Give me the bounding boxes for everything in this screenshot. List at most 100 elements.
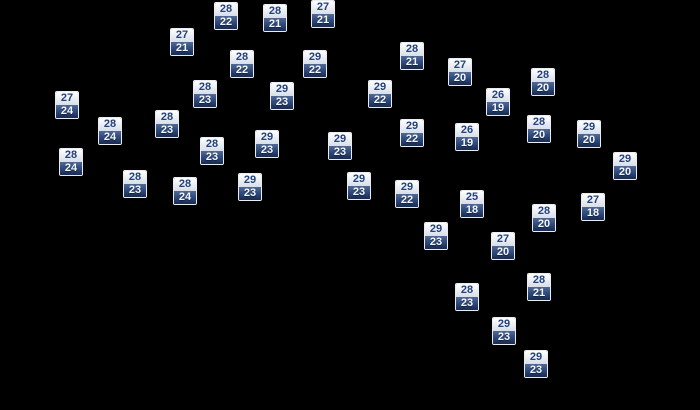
high-temp-value: 28 (174, 178, 196, 191)
temperature-badge[interactable]: 28 24 (173, 177, 197, 205)
temperature-badge[interactable]: 29 23 (255, 130, 279, 158)
low-temp-value: 22 (215, 16, 237, 29)
temperature-badge[interactable]: 29 20 (577, 120, 601, 148)
temperature-badge[interactable]: 28 20 (531, 68, 555, 96)
low-temp-value: 23 (194, 94, 216, 107)
temperature-badge[interactable]: 29 23 (270, 82, 294, 110)
temperature-badge[interactable]: 29 22 (400, 119, 424, 147)
temperature-badge[interactable]: 29 23 (238, 173, 262, 201)
low-temp-value: 24 (60, 162, 82, 175)
low-temp-value: 24 (99, 131, 121, 144)
low-temp-value: 23 (456, 297, 478, 310)
temperature-badge[interactable]: 26 19 (455, 123, 479, 151)
temperature-badge[interactable]: 29 22 (368, 80, 392, 108)
temperature-badge[interactable]: 28 23 (123, 170, 147, 198)
low-temp-value: 22 (231, 64, 253, 77)
low-temp-value: 22 (304, 64, 326, 77)
low-temp-value: 24 (56, 105, 78, 118)
temperature-badge[interactable]: 27 24 (55, 91, 79, 119)
high-temp-value: 28 (231, 51, 253, 64)
high-temp-value: 28 (194, 81, 216, 94)
temperature-badge[interactable]: 27 21 (170, 28, 194, 56)
temperature-badge[interactable]: 28 22 (230, 50, 254, 78)
high-temp-value: 27 (171, 29, 193, 42)
low-temp-value: 22 (369, 94, 391, 107)
low-temp-value: 21 (171, 42, 193, 55)
temperature-badge[interactable]: 27 20 (448, 58, 472, 86)
low-temp-value: 20 (532, 82, 554, 95)
temperature-badge[interactable]: 29 22 (303, 50, 327, 78)
temperature-badge[interactable]: 28 21 (527, 273, 551, 301)
low-temp-value: 23 (201, 151, 223, 164)
high-temp-value: 28 (264, 5, 286, 18)
temperature-badge[interactable]: 29 23 (424, 222, 448, 250)
high-temp-value: 25 (461, 191, 483, 204)
temperature-badge[interactable]: 26 19 (486, 88, 510, 116)
low-temp-value: 18 (582, 207, 604, 220)
temperature-badge[interactable]: 28 24 (98, 117, 122, 145)
low-temp-value: 20 (578, 134, 600, 147)
temperature-badge[interactable]: 28 23 (200, 137, 224, 165)
low-temp-value: 20 (533, 218, 555, 231)
temperature-badge[interactable]: 29 23 (524, 350, 548, 378)
temperature-badge[interactable]: 29 23 (492, 317, 516, 345)
low-temp-value: 19 (456, 137, 478, 150)
high-temp-value: 29 (304, 51, 326, 64)
low-temp-value: 23 (124, 184, 146, 197)
low-temp-value: 23 (256, 144, 278, 157)
low-temp-value: 23 (271, 96, 293, 109)
low-temp-value: 23 (156, 124, 178, 137)
high-temp-value: 28 (528, 116, 550, 129)
temperature-badge[interactable]: 25 18 (460, 190, 484, 218)
temperature-badge[interactable]: 28 21 (263, 4, 287, 32)
low-temp-value: 21 (401, 56, 423, 69)
high-temp-value: 29 (256, 131, 278, 144)
high-temp-value: 27 (56, 92, 78, 105)
low-temp-value: 23 (425, 236, 447, 249)
high-temp-value: 29 (369, 81, 391, 94)
low-temp-value: 20 (614, 166, 636, 179)
temperature-badge[interactable]: 29 22 (395, 180, 419, 208)
high-temp-value: 28 (201, 138, 223, 151)
high-temp-value: 27 (492, 233, 514, 246)
low-temp-value: 21 (264, 18, 286, 31)
high-temp-value: 28 (156, 111, 178, 124)
low-temp-value: 20 (449, 72, 471, 85)
high-temp-value: 28 (60, 149, 82, 162)
high-temp-value: 28 (533, 205, 555, 218)
high-temp-value: 29 (329, 133, 351, 146)
low-temp-value: 21 (528, 287, 550, 300)
temperature-badge[interactable]: 29 20 (613, 152, 637, 180)
high-temp-value: 28 (215, 3, 237, 16)
temperature-badge[interactable]: 28 23 (455, 283, 479, 311)
temperature-badge[interactable]: 28 21 (400, 42, 424, 70)
temperature-badge[interactable]: 29 23 (347, 172, 371, 200)
high-temp-value: 28 (456, 284, 478, 297)
temperature-badge[interactable]: 28 23 (193, 80, 217, 108)
temperature-badge[interactable]: 29 23 (328, 132, 352, 160)
temperature-badge[interactable]: 27 18 (581, 193, 605, 221)
low-temp-value: 19 (487, 102, 509, 115)
high-temp-value: 27 (312, 1, 334, 14)
high-temp-value: 29 (578, 121, 600, 134)
temperature-badge[interactable]: 27 20 (491, 232, 515, 260)
high-temp-value: 29 (425, 223, 447, 236)
low-temp-value: 22 (396, 194, 418, 207)
high-temp-value: 29 (348, 173, 370, 186)
temperature-badge[interactable]: 28 20 (532, 204, 556, 232)
high-temp-value: 29 (239, 174, 261, 187)
low-temp-value: 23 (493, 331, 515, 344)
temperature-badge[interactable]: 28 23 (155, 110, 179, 138)
temperature-badge[interactable]: 28 24 (59, 148, 83, 176)
high-temp-value: 29 (525, 351, 547, 364)
low-temp-value: 22 (401, 133, 423, 146)
low-temp-value: 21 (312, 14, 334, 27)
low-temp-value: 23 (239, 187, 261, 200)
high-temp-value: 27 (582, 194, 604, 207)
temperature-badge[interactable]: 27 21 (311, 0, 335, 28)
low-temp-value: 24 (174, 191, 196, 204)
low-temp-value: 20 (492, 246, 514, 259)
temperature-badge[interactable]: 28 22 (214, 2, 238, 30)
temperature-badge[interactable]: 28 20 (527, 115, 551, 143)
high-temp-value: 26 (456, 124, 478, 137)
